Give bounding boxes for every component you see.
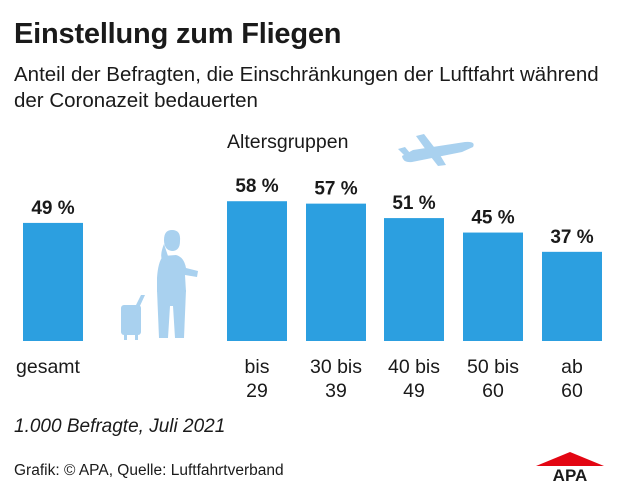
age-group-label: Altersgruppen <box>227 131 349 153</box>
bar-0 <box>23 222 83 341</box>
value-label-0: 49 % <box>31 198 74 219</box>
value-label-5: 37 % <box>550 227 593 248</box>
category-label-3: 40 bis 49 <box>388 356 440 402</box>
chart-title: Einstellung zum Fliegen <box>14 18 342 50</box>
bar-2 <box>306 203 366 341</box>
category-label-0: gesamt <box>16 356 81 378</box>
category-label-5: ab 60 <box>561 356 583 402</box>
bar-4 <box>463 232 523 341</box>
traveler-with-suitcase-icon <box>121 230 198 340</box>
footnote: 1.000 Befragte, Juli 2021 <box>14 416 226 437</box>
bars-layer: 49 % gesamt 58 % bis 29 57 % 30 bis 39 51 % 40 bi… <box>16 176 602 402</box>
category-label-2: 30 bis 39 <box>310 356 362 402</box>
value-label-1: 58 % <box>235 176 278 197</box>
apa-logo: APA <box>536 452 604 482</box>
category-label-1: bis 29 <box>245 356 270 402</box>
chart-subtitle: Anteil der Befragten, die Einschränkunge… <box>14 63 599 112</box>
bar-5 <box>542 251 602 341</box>
logo-text: APA <box>553 466 588 482</box>
value-label-3: 51 % <box>392 193 435 214</box>
category-label-4: 50 bis 60 <box>467 356 519 402</box>
bar-1 <box>227 201 287 341</box>
airplane-icon <box>398 134 474 166</box>
bar-3 <box>384 218 444 341</box>
value-label-2: 57 % <box>314 179 357 200</box>
value-label-4: 45 % <box>471 208 514 229</box>
source-note: Grafik: © APA, Quelle: Luftfahrtverband <box>14 462 284 479</box>
